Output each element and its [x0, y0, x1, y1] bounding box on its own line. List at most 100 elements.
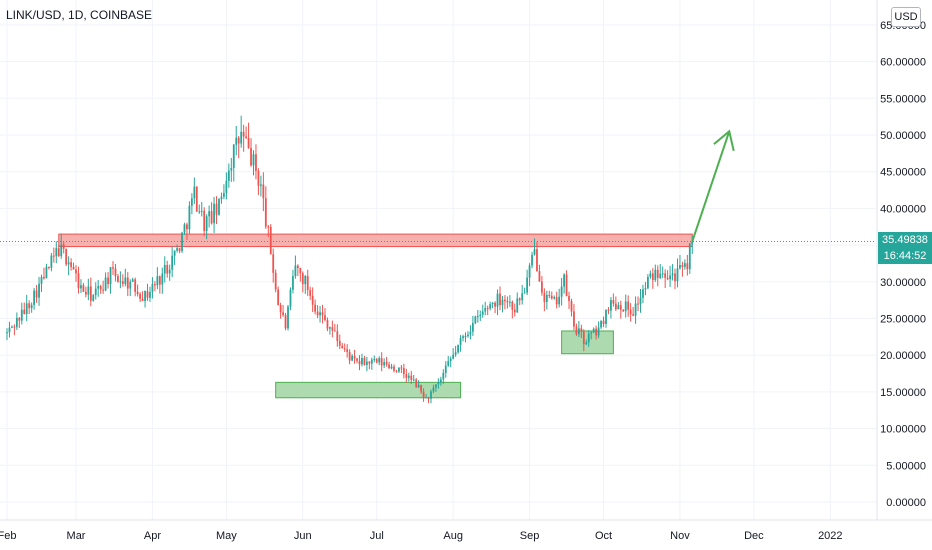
candle-body — [84, 291, 87, 295]
time-tick-label: 2022 — [818, 530, 842, 542]
currency-badge[interactable]: USD — [891, 7, 921, 27]
candle-body — [417, 384, 420, 388]
candle-body — [178, 248, 181, 252]
candle-body — [528, 265, 531, 278]
candle-body — [437, 382, 440, 385]
candle-body — [171, 255, 174, 270]
candle-body — [686, 263, 689, 270]
candle-body — [479, 314, 482, 317]
candle-body — [316, 311, 319, 316]
candle-body — [163, 265, 166, 274]
candle-body — [385, 362, 388, 365]
candle-body — [190, 198, 193, 206]
price-tick-label: 20.00000 — [880, 350, 926, 362]
candle-body — [294, 265, 297, 277]
candle-body — [676, 268, 679, 282]
candle-body — [590, 332, 593, 334]
candle-body — [60, 244, 63, 257]
candle-body — [292, 276, 294, 290]
candle-body — [449, 358, 452, 362]
candle-body — [452, 354, 455, 359]
candle-body — [469, 331, 472, 335]
candle-body — [89, 286, 92, 301]
candle-body — [543, 292, 546, 302]
price-tick-label: 40.00000 — [880, 203, 926, 215]
candle-body — [336, 331, 339, 341]
candle-body — [420, 384, 423, 392]
candle-body — [484, 308, 487, 312]
candle-body — [523, 292, 526, 294]
candle-body — [272, 254, 275, 273]
price-tick-label: 45.00000 — [880, 167, 926, 179]
candle-body — [548, 294, 551, 296]
candle-body — [13, 326, 16, 328]
candle-body — [605, 309, 607, 325]
candle-body — [259, 184, 262, 186]
candle-body — [457, 344, 459, 353]
candle-body — [38, 283, 40, 298]
price-axis[interactable]: 0.00000 5.00000 10.00000 15.00000 20.00000 25… — [880, 20, 926, 509]
candle-body — [287, 306, 289, 329]
candle-body — [538, 271, 541, 282]
candle-body — [637, 303, 639, 305]
candle-body — [610, 300, 612, 311]
candle-body — [427, 397, 430, 399]
candle-body — [600, 320, 602, 328]
candle-body — [97, 286, 100, 289]
candle-body — [467, 334, 469, 337]
candle-body — [407, 375, 410, 378]
time-tick-label: Feb — [0, 530, 16, 542]
candle-body — [373, 359, 376, 361]
candle-body — [252, 154, 255, 166]
candle-body — [141, 298, 144, 302]
candle-body — [329, 327, 331, 329]
candle-body — [109, 267, 112, 285]
candle-body — [649, 273, 652, 277]
candle-body — [48, 266, 50, 268]
price-tick-label: 60.00000 — [880, 57, 926, 69]
candle-body — [388, 364, 390, 369]
candle-body — [183, 224, 186, 233]
candle-body — [602, 320, 605, 325]
candle-body — [121, 281, 124, 284]
candle-body — [188, 205, 191, 230]
candle-body — [126, 277, 129, 289]
candle-body — [575, 326, 578, 335]
candle-body — [319, 312, 321, 316]
candle-body — [151, 284, 154, 292]
candle-body — [331, 327, 334, 331]
symbol-title: LINK/USD, 1D, COINBASE — [6, 8, 153, 22]
candle-body — [415, 379, 418, 388]
candle-body — [671, 273, 674, 276]
candle-body — [346, 349, 349, 352]
arrow-shaft — [691, 131, 731, 242]
candle-body — [304, 275, 307, 285]
candle-body — [235, 137, 238, 145]
time-axis[interactable]: Feb Mar Apr May Jun Jul Aug Sep Oct Nov Dec 2022 — [0, 530, 843, 542]
candle-body — [425, 397, 427, 399]
candle-body — [18, 317, 21, 321]
candle-body — [156, 276, 159, 286]
candle-body — [80, 285, 82, 289]
candle-body — [134, 279, 137, 292]
candle-body — [398, 367, 400, 372]
candle-body — [92, 295, 95, 301]
candle-body — [343, 348, 346, 350]
candle-body — [439, 379, 442, 383]
candle-body — [582, 331, 585, 345]
candle-body — [25, 303, 28, 315]
candle-body — [642, 289, 644, 298]
candle-body — [462, 336, 464, 339]
candle-body — [654, 269, 657, 281]
candle-body — [70, 262, 72, 267]
candle-body — [242, 131, 245, 137]
candle-body — [264, 198, 267, 227]
candle-body — [87, 286, 90, 295]
candle-body — [681, 264, 684, 267]
candle-body — [513, 309, 516, 313]
candle-body — [679, 264, 681, 269]
candle-body — [356, 358, 358, 361]
candle-body — [203, 210, 206, 232]
candle-body — [541, 281, 543, 293]
